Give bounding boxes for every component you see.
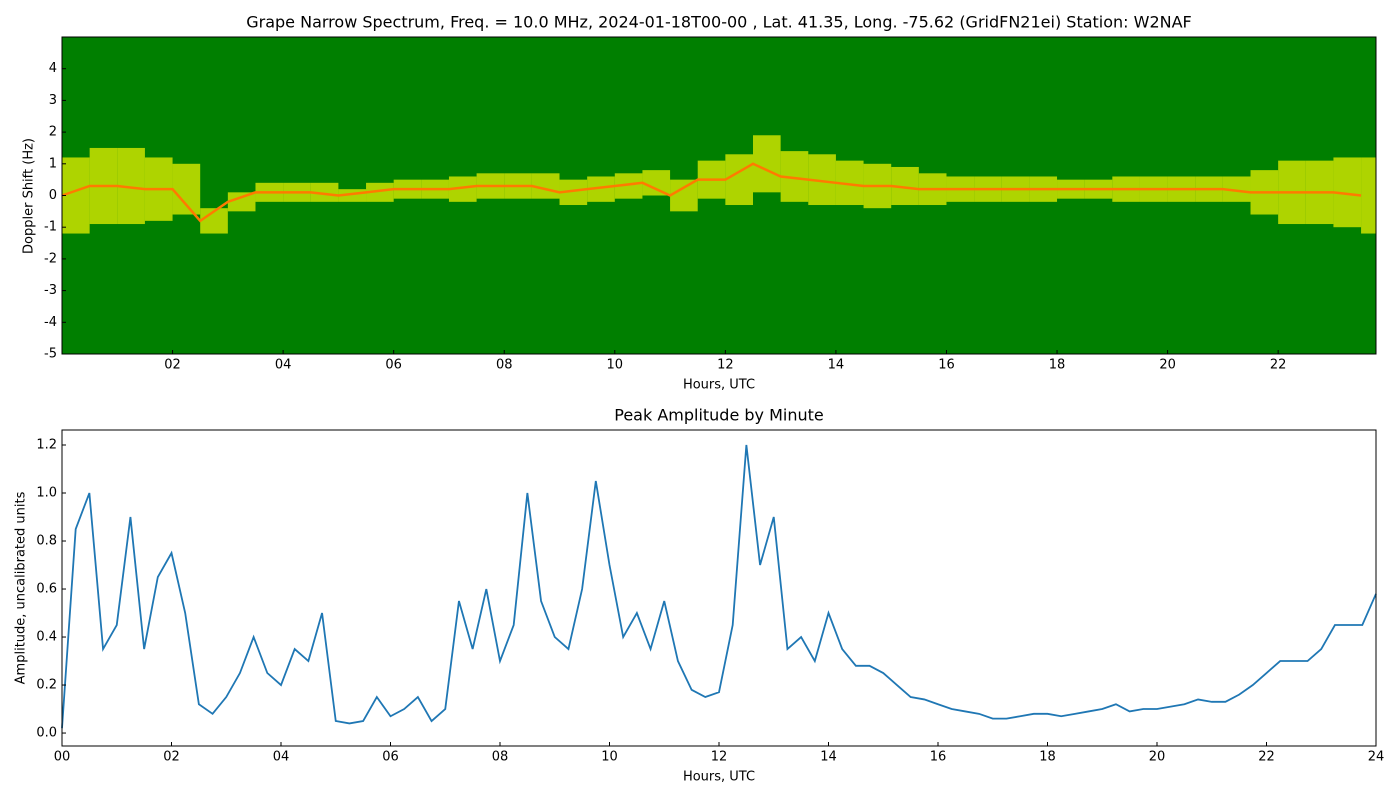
y-tick-label: 0.4: [36, 630, 57, 645]
y-axis-label: Doppler Shift (Hz): [22, 138, 37, 254]
y-tick-label: 4: [49, 61, 57, 76]
data-line: [61, 444, 1377, 729]
y-tick-label: -5: [44, 347, 57, 362]
spread-band: [725, 154, 753, 206]
x-tick-label: 08: [496, 358, 513, 373]
x-tick-label: 22: [1258, 750, 1275, 765]
x-tick-label: 10: [601, 750, 618, 765]
spread-band: [642, 170, 671, 196]
x-tick-label: 14: [828, 358, 845, 373]
chart-title: Grape Narrow Spectrum, Freq. = 10.0 MHz,…: [246, 13, 1192, 32]
spread-band: [670, 179, 698, 212]
x-tick-label: 10: [607, 358, 624, 373]
x-tick-label: 18: [1039, 750, 1056, 765]
x-tick-label: 14: [820, 750, 837, 765]
x-tick-label: 16: [930, 750, 947, 765]
y-tick-label: 0.6: [36, 582, 57, 597]
spread-band: [310, 182, 339, 202]
spread-band: [62, 157, 90, 234]
y-tick-label: 0.0: [36, 726, 57, 741]
x-tick-label: 08: [492, 750, 509, 765]
x-tick-label: 12: [711, 750, 728, 765]
x-tick-label: 22: [1270, 358, 1287, 373]
x-tick-label: 16: [938, 358, 955, 373]
spread-band: [1361, 157, 1376, 234]
y-tick-label: -4: [44, 315, 57, 330]
y-tick-label: 0: [49, 188, 57, 203]
x-tick-label: 18: [1049, 358, 1066, 373]
x-tick-label: 04: [273, 750, 290, 765]
x-tick-label: 06: [385, 358, 402, 373]
x-axis-label: Hours, UTC: [683, 770, 755, 785]
x-tick-label: 20: [1159, 358, 1176, 373]
y-tick-label: 1: [49, 156, 57, 171]
x-tick-label: 06: [382, 750, 399, 765]
y-tick-label: 2: [49, 125, 57, 140]
y-tick-label: 0.2: [36, 678, 57, 693]
x-tick-label: 12: [717, 358, 734, 373]
x-tick-label: 02: [164, 358, 181, 373]
x-tick-label: 20: [1149, 750, 1166, 765]
ridge-line: [61, 162, 1362, 223]
y-tick-label: -1: [44, 220, 57, 235]
y-tick-label: 3: [49, 93, 57, 108]
y-tick-label: 1.2: [36, 438, 57, 453]
x-tick-label: 04: [275, 358, 292, 373]
x-tick-label: 00: [54, 750, 71, 765]
plot-frame: [61, 429, 1377, 747]
spread-band: [227, 192, 256, 212]
x-tick-label: 24: [1368, 750, 1385, 765]
y-tick-label: -3: [44, 283, 57, 298]
y-tick-label: 0.8: [36, 534, 57, 549]
chart-title: Peak Amplitude by Minute: [614, 406, 824, 425]
y-tick-label: 1.0: [36, 486, 57, 501]
y-axis-label: Amplitude, uncalibrated units: [14, 491, 29, 684]
spread-band: [366, 182, 394, 202]
x-axis-label: Hours, UTC: [683, 378, 755, 393]
spread-band: [752, 135, 781, 193]
x-tick-label: 02: [163, 750, 180, 765]
y-tick-label: -2: [44, 251, 57, 266]
